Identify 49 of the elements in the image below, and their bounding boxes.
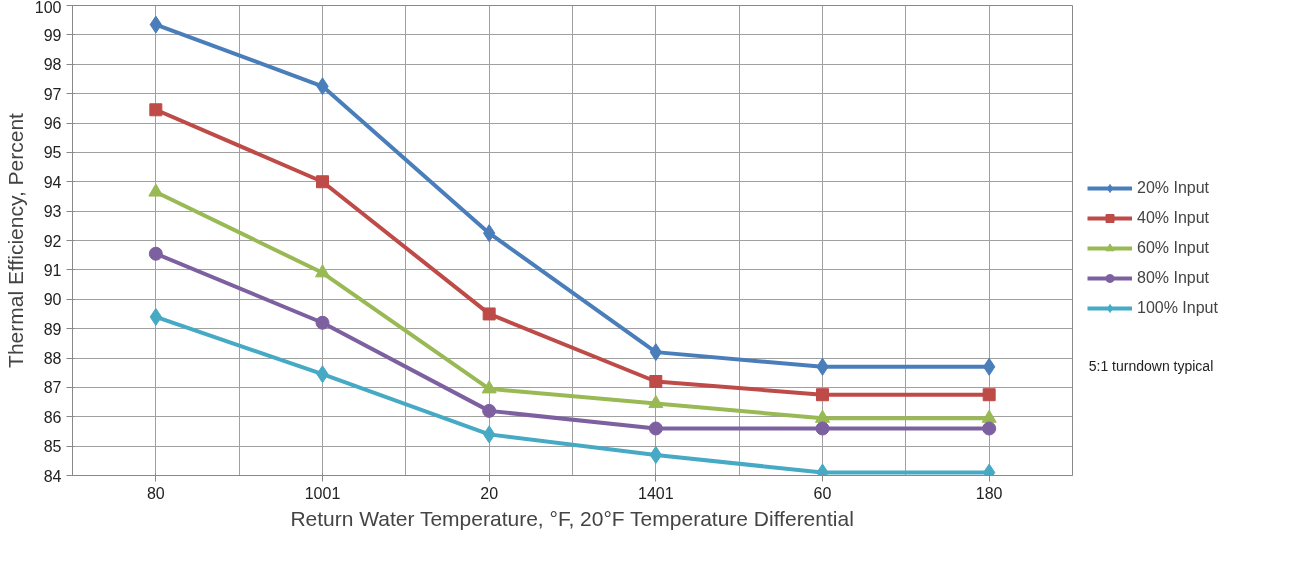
point xyxy=(148,246,163,261)
y-tick-label: 99 xyxy=(43,26,62,44)
point xyxy=(648,421,663,436)
point xyxy=(982,388,996,402)
y-tick-label: 90 xyxy=(43,291,62,309)
y-tick-label: 92 xyxy=(43,232,62,250)
point xyxy=(982,421,997,436)
y-tick-label: 86 xyxy=(43,408,62,426)
point xyxy=(149,103,163,117)
y-tick-label: 94 xyxy=(43,173,62,191)
legend-label: 20% Input xyxy=(1137,178,1210,197)
x-tick-label: 1001 xyxy=(304,484,341,502)
point xyxy=(315,315,330,330)
x-tick-label: 20 xyxy=(480,484,499,502)
point xyxy=(816,388,829,402)
point xyxy=(316,175,329,189)
point xyxy=(482,307,496,321)
legend-label: 60% Input xyxy=(1137,238,1210,257)
text: 5:1 turndown typical xyxy=(1088,358,1214,375)
x-tick-label: 1401 xyxy=(638,484,674,502)
x-tick-label: 60 xyxy=(813,484,832,502)
y-tick-label: 96 xyxy=(43,115,62,132)
legend-label: 40% Input xyxy=(1137,208,1210,227)
point xyxy=(482,403,497,418)
y-tick-label: 100 xyxy=(34,0,62,16)
point xyxy=(315,264,330,278)
point xyxy=(648,394,664,409)
point xyxy=(981,409,997,423)
point xyxy=(649,375,663,388)
x-tick-label: 80 xyxy=(146,484,165,502)
point xyxy=(148,183,164,197)
y-tick-label: 91 xyxy=(43,261,62,279)
y-tick-label: 87 xyxy=(43,379,62,397)
point xyxy=(815,409,830,423)
y-tick-label: 93 xyxy=(43,203,62,221)
y-tick-label: 97 xyxy=(43,85,62,103)
y-tick-label: 88 xyxy=(43,350,62,367)
point xyxy=(481,380,497,394)
y-axis-title: Thermal Efficiency, Percent xyxy=(3,112,27,368)
x-axis-title: Return Water Temperature, °F, 20°F Temperature Differential xyxy=(290,506,854,530)
point xyxy=(815,421,830,436)
x-tick-label: 180 xyxy=(975,484,1003,502)
y-tick-label: 98 xyxy=(43,56,62,74)
y-tick-label: 84 xyxy=(43,467,62,485)
legend-label: 100% Input xyxy=(1137,298,1218,317)
y-tick-label: 89 xyxy=(43,320,62,338)
legend-label: 80% Input xyxy=(1137,268,1210,287)
y-tick-label: 95 xyxy=(43,144,62,162)
y-tick-label: 85 xyxy=(43,438,62,456)
